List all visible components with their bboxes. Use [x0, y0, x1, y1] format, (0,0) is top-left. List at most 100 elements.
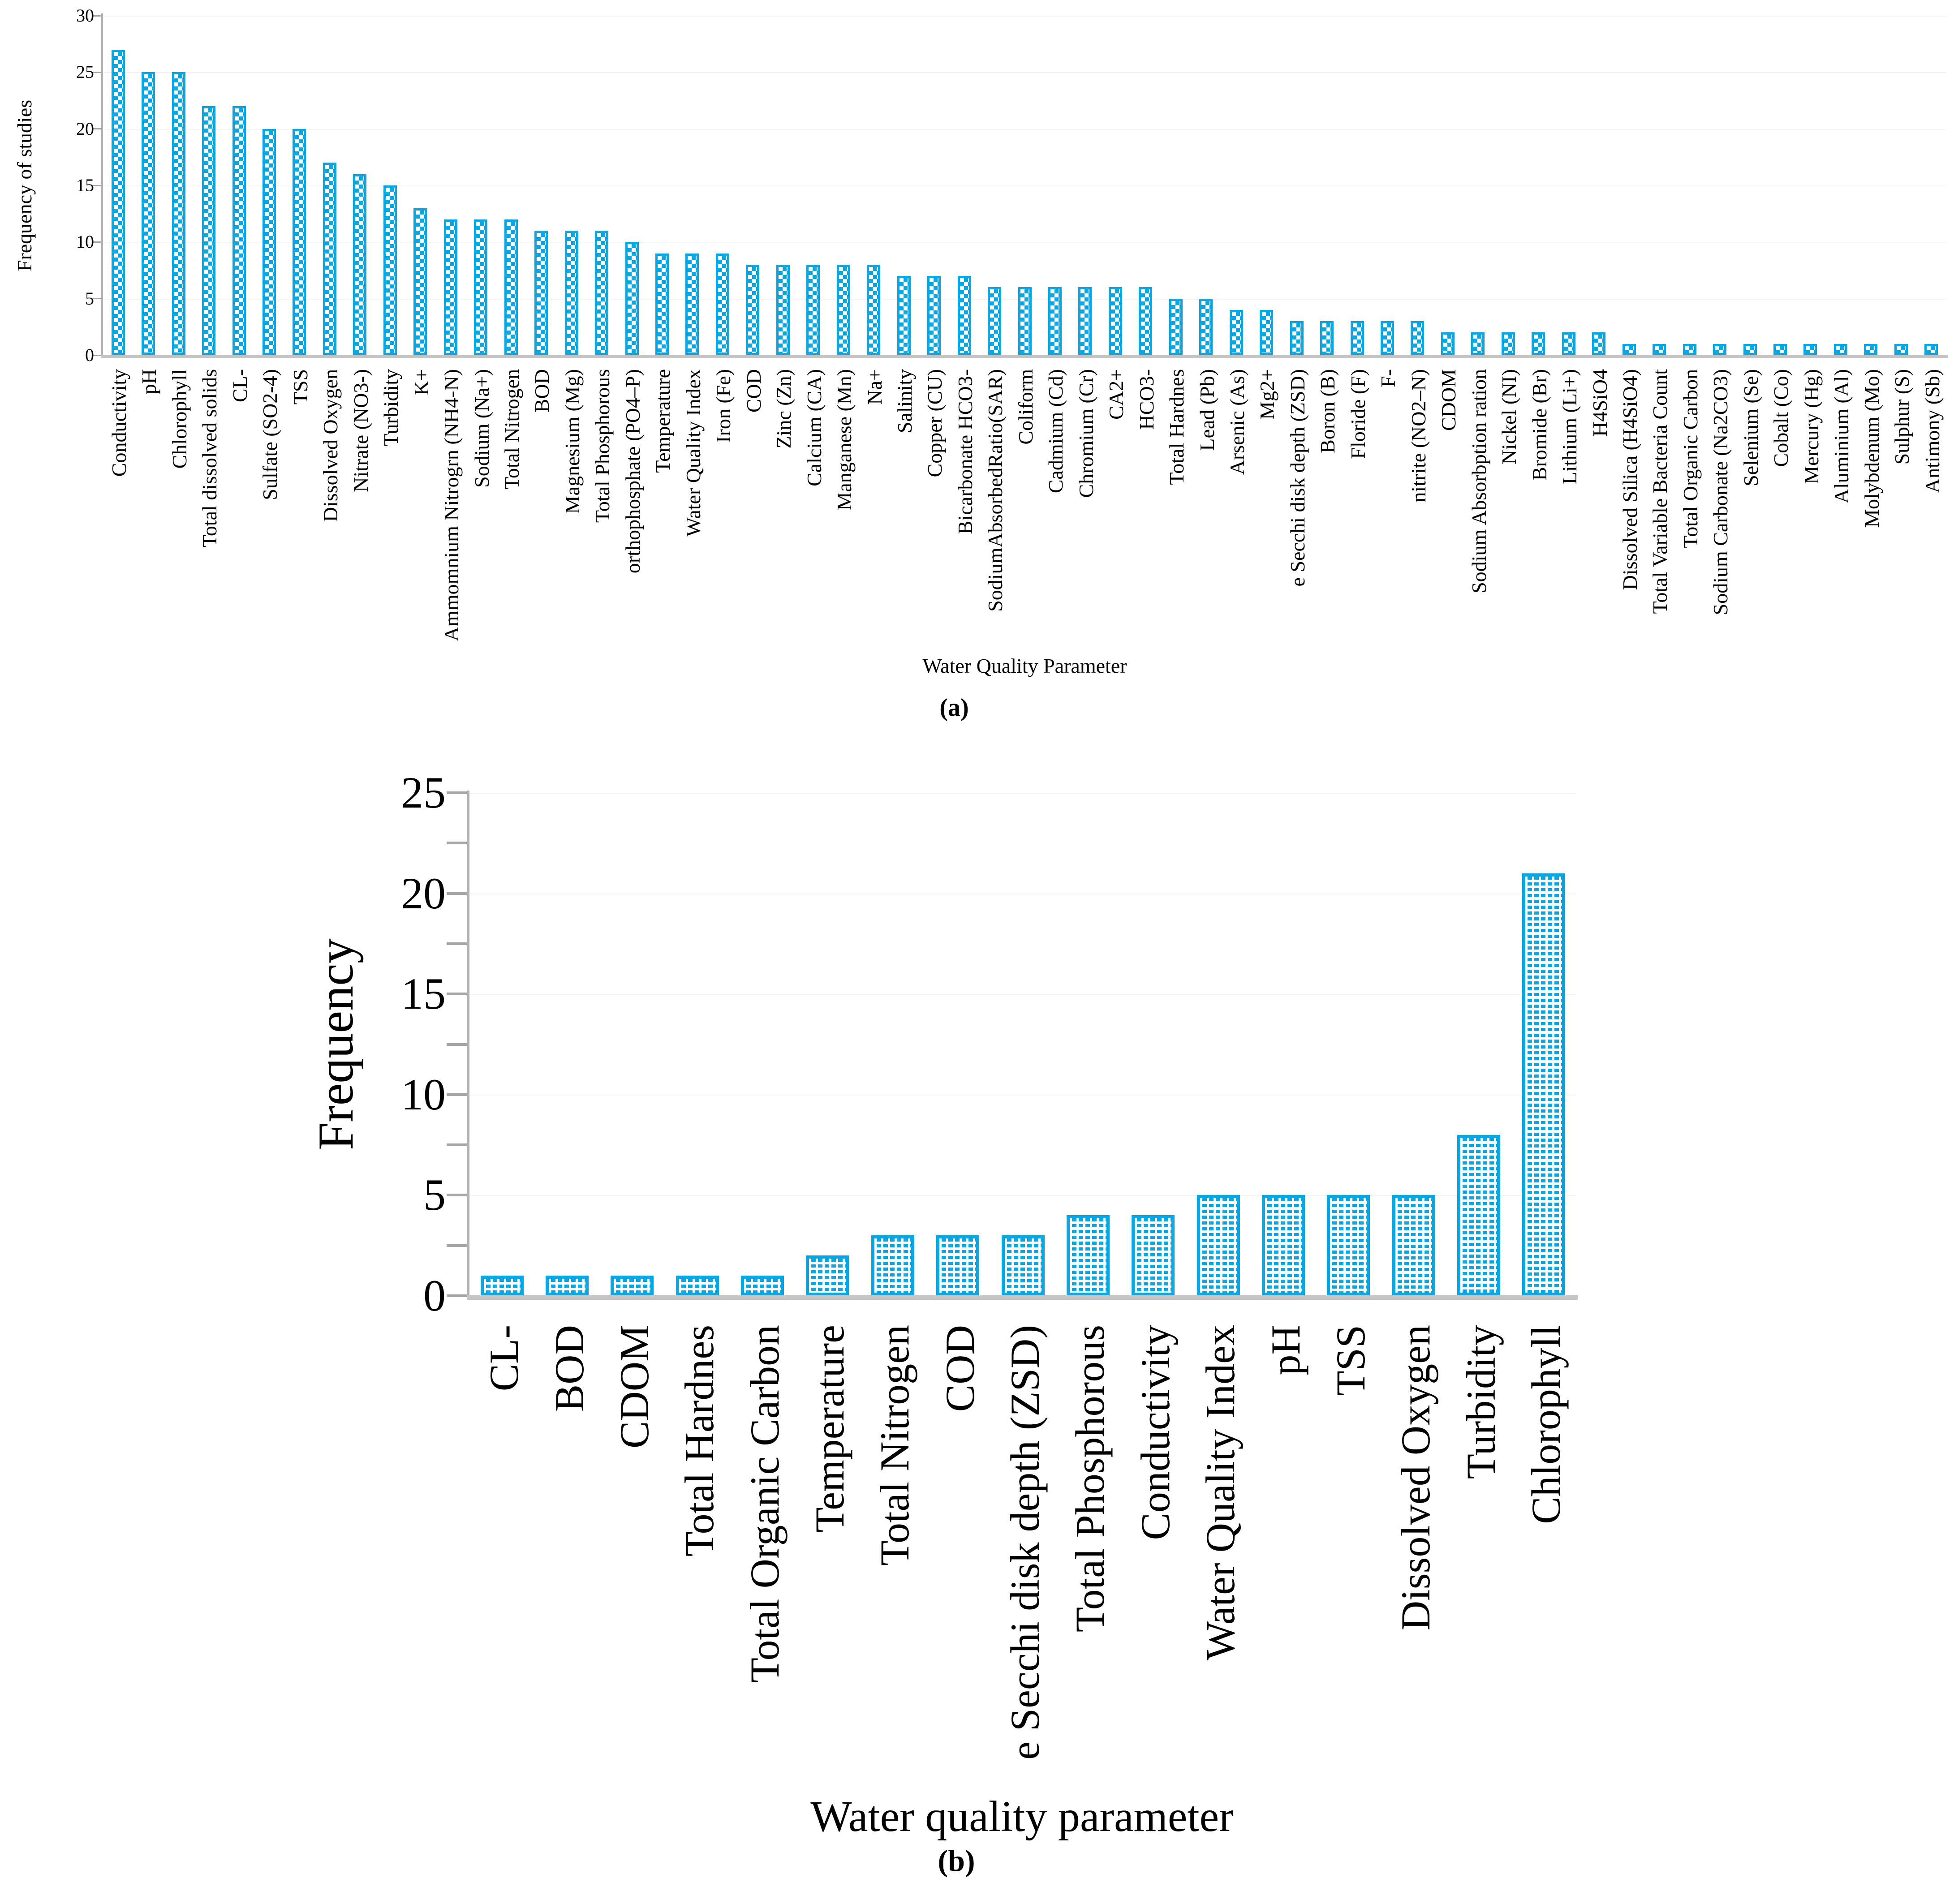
y-tick — [447, 1043, 467, 1046]
bar — [1773, 344, 1787, 355]
gridline-10 — [104, 242, 1946, 243]
bar — [1197, 1195, 1240, 1296]
bar — [776, 265, 790, 355]
y-tick — [447, 993, 467, 995]
y-tick-label: 15 — [76, 175, 94, 195]
y-tick-label: 5 — [423, 1170, 446, 1220]
y-tick-label: 25 — [401, 768, 446, 817]
bar — [871, 1235, 914, 1296]
bar — [1109, 287, 1122, 355]
bar — [806, 265, 820, 355]
x-category-label: Total Nitrogen — [872, 1325, 917, 1566]
x-axis-line — [467, 1295, 1578, 1300]
bar — [1320, 321, 1334, 355]
y-tick — [447, 1194, 467, 1196]
y-tick-label: 15 — [401, 969, 446, 1019]
bar — [1713, 344, 1726, 355]
bar — [353, 174, 366, 355]
bar — [1078, 287, 1092, 355]
bar — [1623, 344, 1636, 355]
y-tick-label: 25 — [76, 62, 94, 82]
bar — [927, 276, 941, 355]
bar — [988, 287, 1001, 355]
bar — [741, 1276, 784, 1296]
x-category-label: pH — [1263, 1325, 1308, 1375]
bar — [481, 1276, 524, 1296]
y-tick-label: 5 — [85, 288, 94, 309]
y-tick — [93, 15, 101, 17]
gridline-20 — [104, 129, 1946, 130]
x-category-label: CDOM — [611, 1325, 657, 1449]
bar — [685, 254, 699, 355]
x-category-label: COD — [937, 1325, 983, 1412]
bar — [806, 1255, 849, 1296]
bar — [413, 208, 427, 355]
gridline-10 — [470, 1095, 1576, 1096]
y-tick — [447, 1244, 467, 1247]
x-category-label: CL- — [481, 1325, 527, 1392]
bar — [546, 1276, 589, 1296]
bar — [383, 185, 397, 355]
gridline-25 — [104, 72, 1946, 73]
gridline-5 — [470, 1195, 1576, 1196]
bar — [1327, 1195, 1370, 1296]
panel-b-caption: (b) — [938, 1844, 975, 1878]
y-tick-label: 20 — [401, 868, 446, 918]
bar — [474, 219, 487, 355]
bar — [565, 231, 578, 355]
bar — [1653, 344, 1666, 355]
bar — [1502, 332, 1515, 355]
bar — [1924, 344, 1938, 355]
bar — [1803, 344, 1817, 355]
y-tick — [93, 128, 101, 129]
y-tick — [447, 842, 467, 844]
x-category-label: TSS — [1328, 1325, 1373, 1396]
bar — [1290, 321, 1304, 355]
x-axis-line — [101, 355, 1948, 358]
bar — [867, 265, 880, 355]
x-category-label: Turbidity — [1458, 1325, 1504, 1479]
bar — [112, 50, 125, 355]
y-tick — [447, 1294, 467, 1297]
panel-b-y-axis-title-text: Frequency — [308, 938, 364, 1150]
bar — [1743, 344, 1757, 355]
bar — [746, 265, 759, 355]
panel-b-x-axis-title: Water quality parameter — [810, 1792, 1234, 1841]
bar — [936, 1235, 979, 1296]
y-tick — [447, 1093, 467, 1096]
y-tick — [93, 185, 101, 186]
bar — [1002, 1235, 1045, 1296]
gridline-25 — [470, 793, 1576, 794]
gridline-30 — [104, 16, 1946, 17]
bar — [1894, 344, 1908, 355]
x-category-label: e Secchi disk depth (ZSD) — [1002, 1325, 1048, 1760]
bar — [142, 72, 155, 355]
bar — [1199, 299, 1213, 355]
bar — [1522, 873, 1565, 1296]
y-axis-line — [101, 13, 103, 358]
y-tick-label: 10 — [76, 232, 94, 252]
y-tick — [93, 72, 101, 73]
y-tick-label: 0 — [85, 345, 94, 365]
bar — [504, 219, 518, 355]
bar — [716, 254, 729, 355]
gridline-15 — [104, 185, 1946, 186]
bar — [1381, 321, 1394, 355]
bar — [1532, 332, 1545, 355]
bar — [1411, 321, 1424, 355]
bar — [1834, 344, 1847, 355]
bar — [1260, 310, 1273, 355]
panel-a-x-axis-title: Water Quality Parameter — [922, 654, 1127, 677]
y-tick-label: 30 — [76, 5, 94, 26]
bar — [263, 129, 276, 355]
bar — [1132, 1215, 1175, 1296]
bar — [1471, 332, 1485, 355]
x-category-label: Dissolved Oxygen — [1393, 1325, 1438, 1631]
bar — [611, 1276, 654, 1296]
y-tick — [447, 892, 467, 895]
bar — [676, 1276, 719, 1296]
x-category-label: Water Quality Index — [1197, 1325, 1243, 1660]
x-category-label: BOD — [547, 1325, 592, 1412]
